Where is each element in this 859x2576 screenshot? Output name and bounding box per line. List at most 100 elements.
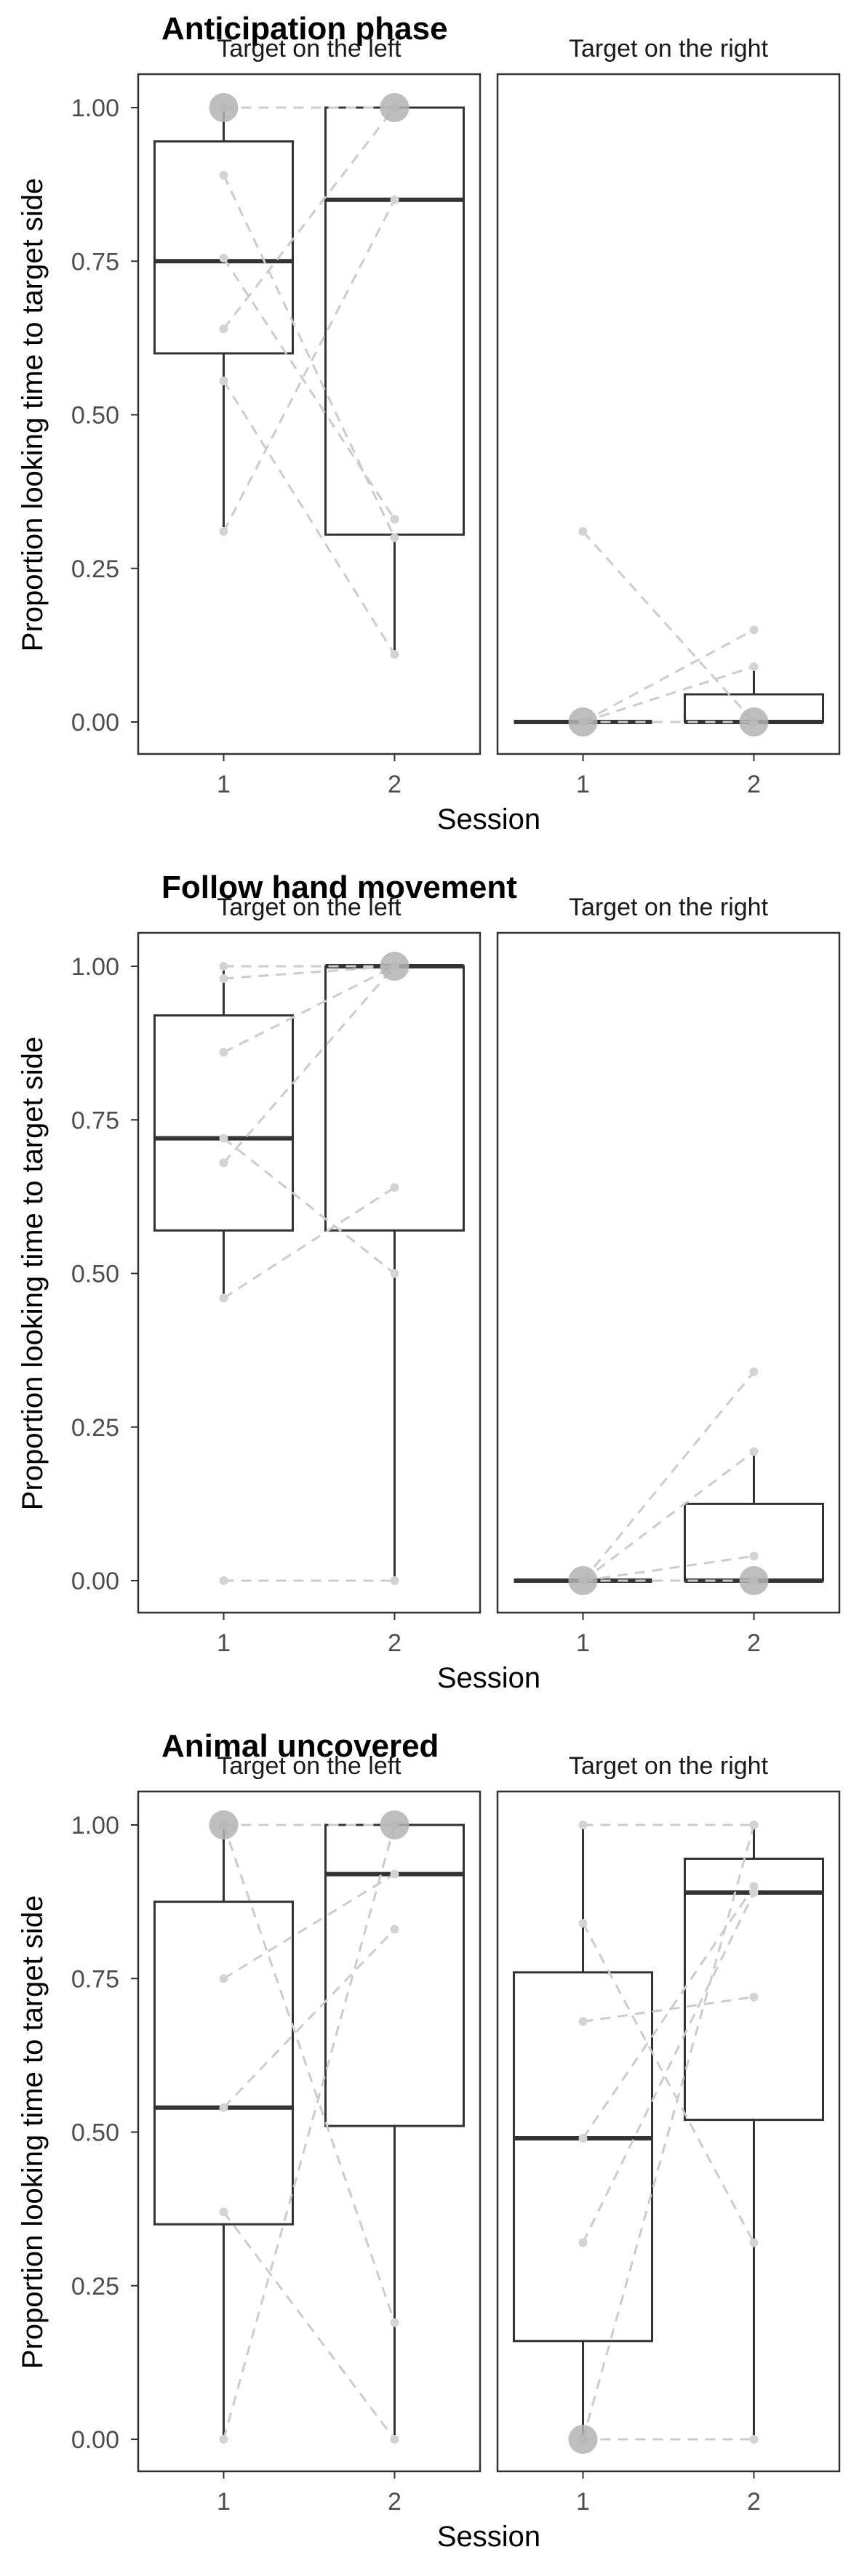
y-axis-title: Proportion looking time to target side [17,1895,49,2369]
facet-strip-label: Target on the right [569,894,769,921]
y-tick-label: 0.50 [71,2119,119,2147]
facet-strip-label: Target on the right [569,1752,769,1780]
x-tick-label: 1 [576,1629,590,1657]
x-tick-label: 1 [576,771,590,798]
individual-trajectory [582,1824,755,2440]
facet-strip-label: Target on the left [217,35,401,63]
facet-strip-label: Target on the left [217,894,401,921]
data-point [390,1869,399,1879]
box-iqr [153,1014,294,1232]
data-point [219,2435,228,2444]
data-point [219,2103,228,2112]
data-point [578,2133,588,2143]
panel-border [496,931,841,1614]
data-point [578,2017,588,2026]
chart-row-3: Animal uncovered Proportion looking time … [17,1728,841,2553]
overlap-point [739,1566,769,1595]
individual-trajectory [223,966,396,1164]
data-point [749,1821,759,1829]
x-tick-label: 1 [576,2488,590,2516]
individual-trajectory [582,1922,755,2244]
y-tick-label: 0.75 [71,1965,119,1993]
data-point [749,1552,759,1561]
y-tick-label: 0.75 [71,1107,119,1134]
y-tick-label: 0.25 [71,555,119,583]
data-point [219,377,228,386]
data-point [749,2238,759,2247]
data-point [749,625,759,635]
box-session-2 [324,106,465,655]
overlap-point [380,952,409,981]
y-tick-label: 0.25 [71,2273,119,2300]
x-axis-title: Session [437,2521,540,2553]
individual-trajectory [582,1371,755,1581]
data-point [390,1925,399,1934]
individual-trajectory [582,1892,755,2244]
data-point [578,2238,588,2247]
data-point [219,324,228,334]
individual-trajectory [583,1554,754,1582]
data-point [219,974,228,983]
data-point [749,1882,759,1891]
overlap-point [568,707,598,737]
data-point [390,533,399,542]
facet-panel-1: Target on the left 1 2 [137,35,482,798]
box-iqr [324,106,465,536]
individual-trajectory [223,107,396,330]
individual-trajectory [583,665,754,723]
data-point [219,1048,228,1057]
individual-trajectory [223,965,396,1054]
individual-trajectory [223,1873,396,1980]
overlap-point [568,2425,598,2454]
chart-title: Animal uncovered [161,1728,439,1764]
box-session-1 [153,1825,294,2439]
data-point [219,1974,228,1983]
y-tick-label: 0.50 [71,402,119,430]
data-point [749,1367,759,1376]
x-tick-label: 2 [388,2488,401,2516]
individual-trajectory [223,174,396,539]
data-point [219,1133,228,1143]
y-tick-label: 0.00 [71,1568,119,1595]
box-session-1 [513,1825,653,2439]
y-axis-title: Proportion looking time to target side [17,1037,49,1510]
facet-panel-2: Target on the right 1 2 [496,35,841,798]
data-point [749,1447,759,1456]
individual-trajectory [582,531,755,723]
y-axis-title: Proportion looking time to target side [17,178,49,651]
y-tick-label: 0.00 [71,2426,119,2454]
overlap-point [209,1810,239,1839]
data-point [390,1269,399,1278]
y-tick-label: 0.50 [71,1261,119,1288]
chart-title: Follow hand movement [161,870,517,905]
data-point [390,2318,399,2327]
facet-strip-label: Target on the right [569,35,769,63]
x-tick-label: 1 [217,2488,231,2516]
data-point [219,1158,228,1168]
individual-trajectory [223,1824,396,2323]
individual-trajectory [223,1824,396,2440]
individual-trajectory [223,1137,396,1275]
y-tick-label: 0.75 [71,248,119,276]
individual-trajectory [223,199,396,532]
overlap-point [209,93,239,122]
data-point [749,2435,759,2444]
overlap-point [380,93,409,122]
data-point [390,515,399,524]
individual-trajectory [223,965,395,980]
data-point [390,1183,399,1192]
individual-trajectory [223,2211,396,2440]
chart-row-1: Anticipation phase Proportion looking tim… [17,11,841,835]
data-point [390,1576,399,1585]
data-point [749,1887,759,1897]
individual-trajectory [223,1928,396,2108]
data-point [219,1293,228,1303]
x-tick-label: 2 [388,1629,401,1657]
data-point [578,527,588,537]
y-tick-label: 0.00 [71,709,119,737]
overlap-point [568,1566,598,1595]
x-tick-label: 1 [217,771,231,798]
data-point [578,1919,588,1928]
overlap-point [380,1810,409,1839]
x-axis-title: Session [437,803,540,835]
